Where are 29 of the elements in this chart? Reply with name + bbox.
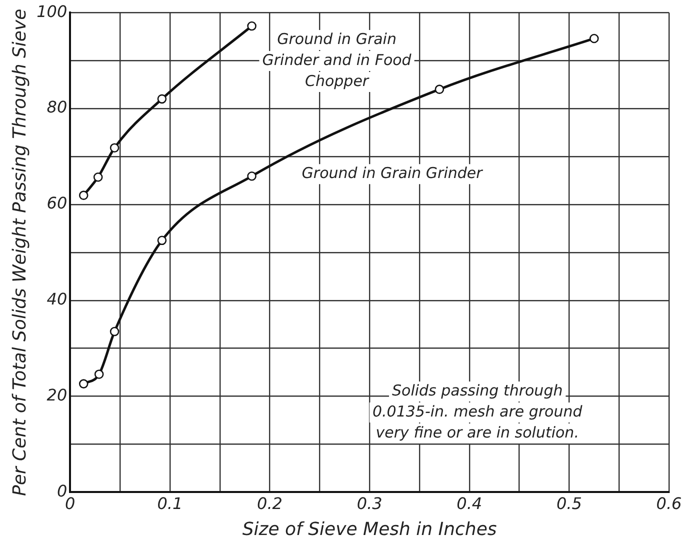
point	[247, 21, 256, 31]
y-tick-label: 20	[46, 385, 68, 404]
point	[94, 370, 104, 379]
point	[247, 171, 256, 181]
point	[78, 379, 88, 388]
y-axis-title: Per Cent of Total Solids Weight Passing Through Sieve	[9, 8, 30, 496]
y-tick-label: 0	[56, 481, 68, 500]
x-tick-label: 0.5	[556, 494, 582, 513]
y-tick-label: 60	[46, 194, 68, 213]
point	[110, 326, 120, 336]
y-tick-label: 80	[46, 98, 68, 117]
x-tick-label: 0.6	[656, 494, 682, 513]
x-axis-title: Size of Sieve Mesh in Inches	[242, 518, 497, 540]
x-tick-label: 0.2	[257, 494, 282, 513]
point	[110, 143, 120, 152]
annotation: Solids passing through 0.0135-in. mesh are ground very fine or are in solution.	[372, 381, 583, 442]
point	[434, 84, 444, 94]
point	[157, 236, 167, 246]
point	[157, 94, 167, 104]
point	[93, 172, 103, 182]
x-tick-label: 0.4	[456, 494, 482, 513]
series-label: Ground in Grain Grinder and in Food Chopper	[262, 30, 412, 90]
series-label: Ground in Grain Grinder	[302, 164, 484, 182]
x-tick-label: 0.3	[356, 494, 382, 513]
point	[589, 34, 599, 44]
x-tick-label: 0.1	[157, 494, 183, 513]
y-tick-label: 100	[36, 2, 68, 21]
point	[78, 190, 88, 200]
y-tick-label: 40	[46, 290, 68, 309]
